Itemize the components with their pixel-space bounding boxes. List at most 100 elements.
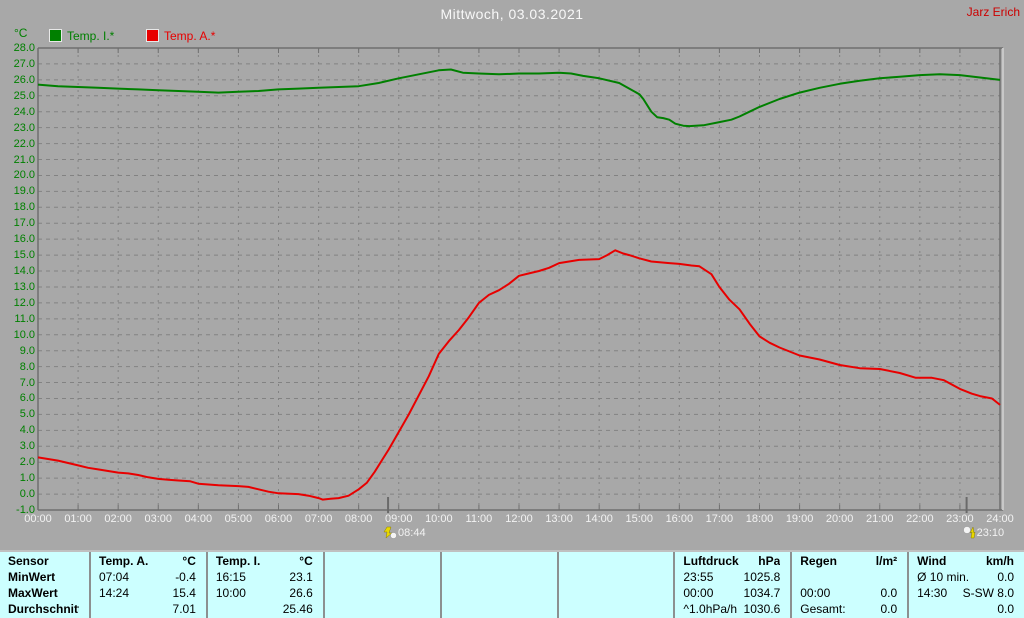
x-tick-label: 06:00 xyxy=(264,513,293,525)
y-tick-label: 20.0 xyxy=(13,169,35,182)
cell-right-text: km/h xyxy=(985,554,1014,568)
table-cell-row: Temp. A. °C xyxy=(99,553,196,569)
temperature-chart-plot-area[interactable] xyxy=(0,0,1024,548)
x-tick-label: 15:00 xyxy=(625,513,654,525)
table-cell-row: Wind km/h xyxy=(917,553,1014,569)
temp-a-curve xyxy=(37,249,1001,501)
cell-left-text: Temp. A. xyxy=(99,554,149,568)
table-cell-row: Luftdruck hPa xyxy=(683,553,780,569)
y-tick-label: 27.0 xyxy=(13,57,35,70)
table-cell-row: 16:15 23.1 xyxy=(216,569,313,585)
table-row-label: MinWert xyxy=(8,570,56,584)
sensor-column-luftdruck: Luftdruck hPa 23:55 1025.8 00:00 1034.7 ^1.0hP… xyxy=(673,552,790,618)
temp-a-legend-label: Temp. A.* xyxy=(164,29,216,43)
temp-i-curve xyxy=(37,68,1001,128)
sensor-column-empty xyxy=(439,552,557,618)
table-cell-row: 00:00 0.0 xyxy=(800,585,897,601)
cell-left-text: Temp. I. xyxy=(215,554,261,568)
cell-right-text: 0.0 xyxy=(997,602,1014,616)
sensor-column-empty xyxy=(322,552,440,618)
cell-left-text: 00:00 xyxy=(683,586,714,600)
y-tick-label: 14.0 xyxy=(13,265,35,278)
x-tick-label: 19:00 xyxy=(785,513,814,525)
temp-i-legend-swatch xyxy=(49,29,62,42)
table-cell-row: 14:24 15.4 xyxy=(99,585,196,601)
cell-left-text: 00:00 xyxy=(800,586,831,600)
table-row-label: Sensor xyxy=(8,554,49,568)
table-cell-row: 10:00 26.6 xyxy=(216,585,313,601)
x-tick-label: 11:00 xyxy=(465,513,493,525)
y-tick-label: -1.0 xyxy=(16,504,35,516)
table-cell-row: Gesamt: 0.0 xyxy=(800,601,897,617)
cell-right-text: l/m² xyxy=(875,554,898,568)
cell-right-text: 7.01 xyxy=(172,602,196,616)
cell-right-text: 1030.6 xyxy=(743,602,781,616)
cell-left-text: 10:00 xyxy=(215,586,246,600)
author-label: Jarz Erich xyxy=(966,5,1020,19)
y-tick-label: 1.0 xyxy=(19,472,35,485)
x-tick-label: 21:00 xyxy=(865,513,894,525)
temp-i-legend-label: Temp. I.* xyxy=(67,29,115,43)
y-axis-unit-label: °C xyxy=(14,26,28,40)
cell-right-text: 0.0 xyxy=(997,570,1014,584)
y-tick-label: 4.0 xyxy=(19,424,35,437)
y-tick-label: 18.0 xyxy=(13,201,35,214)
legend: Temp. I.* Temp. A.* xyxy=(49,29,310,43)
moon-shape xyxy=(962,526,971,534)
cell-right-text: 0.0 xyxy=(880,586,898,600)
y-tick-label: 17.0 xyxy=(13,217,35,230)
x-tick-label: 14:00 xyxy=(585,513,613,525)
time-marker-label: 08:44 xyxy=(398,527,426,539)
x-tick-label: 08:00 xyxy=(344,513,373,525)
cell-left-text: 14:24 xyxy=(99,586,130,600)
page-title: Mittwoch, 03.03.2021 xyxy=(440,6,584,22)
x-tick-label: 00:00 xyxy=(24,513,52,525)
cell-right-text: -0.4 xyxy=(175,570,196,584)
y-tick-label: 7.0 xyxy=(19,376,35,389)
y-tick-label: 15.0 xyxy=(13,249,35,262)
cell-right-text: 23.1 xyxy=(289,570,313,584)
x-tick-label: 16:00 xyxy=(665,513,694,525)
table-cell-row: 07:04 -0.4 xyxy=(99,569,196,585)
cell-right-text: °C xyxy=(182,554,196,568)
table-cell-row: 23:55 1025.8 xyxy=(683,569,780,585)
sensor-column-empty xyxy=(556,552,674,618)
y-tick-label: 16.0 xyxy=(13,233,35,246)
y-tick-label: 6.0 xyxy=(19,392,35,405)
cell-right-text: hPa xyxy=(758,554,781,568)
x-tick-label: 20:00 xyxy=(825,513,854,525)
table-cell-row: 25.46 xyxy=(216,601,313,617)
sensor-column-wind: Wind km/h Ø 10 min. 0.0 14:30 S-SW 8.0 0.0 xyxy=(907,552,1024,618)
y-tick-label: 19.0 xyxy=(13,185,35,198)
cell-left-text: 23:55 xyxy=(683,570,714,584)
x-tick-label: 24:00 xyxy=(986,513,1014,525)
x-tick-label: 03:00 xyxy=(144,513,173,525)
cell-right-text: 15.4 xyxy=(172,586,196,600)
table-row-label: Durchschnitt xyxy=(8,602,79,616)
y-tick-label: 8.0 xyxy=(19,360,35,373)
arrow-shape xyxy=(969,526,975,539)
table-cell-row: Ø 10 min. 0.0 xyxy=(917,569,1014,585)
cell-right-text: 26.6 xyxy=(289,586,313,600)
y-tick-label: 9.0 xyxy=(19,344,35,357)
y-tick-label: 28.0 xyxy=(13,42,35,54)
x-tick-label: 22:00 xyxy=(906,513,934,525)
y-tick-label: 2.0 xyxy=(19,456,35,469)
table-cell-row: ^1.0hPa/h 1030.6 xyxy=(683,601,780,617)
table-row-labels-column: Sensor MinWert MaxWert Durchschnitt xyxy=(0,552,89,618)
cell-right-text: 25.46 xyxy=(282,602,313,616)
cell-left-text: Gesamt: xyxy=(800,602,846,616)
y-tick-label: 5.0 xyxy=(19,408,35,421)
table-cell-row: Temp. I. °C xyxy=(216,553,313,569)
cell-left-text: Luftdruck xyxy=(683,554,739,568)
cell-right-text: 1034.7 xyxy=(743,586,781,600)
cell-left-text: 16:15 xyxy=(215,570,246,584)
x-tick-label: 12:00 xyxy=(505,513,533,525)
x-tick-label: 04:00 xyxy=(184,513,213,525)
x-tick-label: 23:00 xyxy=(946,513,974,525)
time-marker-label: 23:10 xyxy=(976,527,1005,539)
cell-left-text: Regen xyxy=(800,554,837,568)
y-tick-label: 23.0 xyxy=(13,121,35,134)
x-tick-label: 18:00 xyxy=(745,513,774,525)
table-cell-row: 14:30 S-SW 8.0 xyxy=(917,585,1014,601)
